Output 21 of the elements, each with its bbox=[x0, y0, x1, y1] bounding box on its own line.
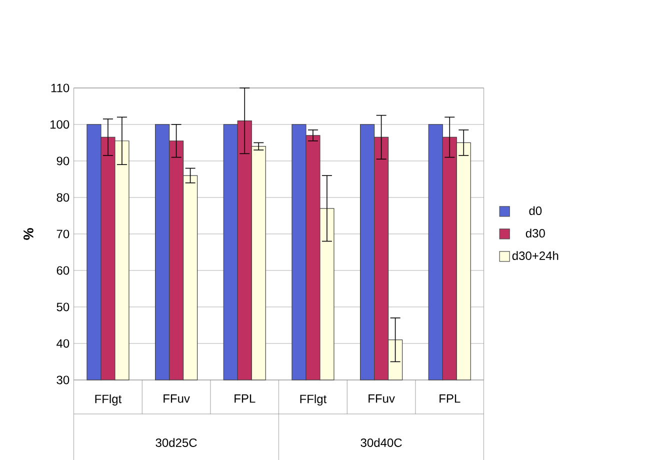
y-tick-label: 30 bbox=[56, 376, 70, 384]
y-tick-label: 70 bbox=[56, 230, 70, 238]
x-tick-label: FPL bbox=[440, 394, 460, 403]
legend-label: d30 bbox=[526, 228, 545, 238]
y-tick-label: 40 bbox=[56, 339, 70, 348]
text: 30d40C bbox=[360, 438, 402, 447]
y-tick-label: 100 bbox=[50, 120, 70, 129]
x-tick-label: FFuv bbox=[164, 394, 190, 403]
legend-label: d0 bbox=[529, 206, 542, 215]
y-tick-label: 60 bbox=[56, 266, 70, 275]
y-tick-label: 90 bbox=[56, 156, 70, 166]
y-tick-label: 80 bbox=[56, 193, 70, 202]
x-tick-label: FFlgt bbox=[95, 394, 122, 406]
x-tick-label: FFuv bbox=[368, 394, 395, 403]
y-tick-label: 50 bbox=[56, 302, 70, 312]
x-tick-label: FFlgt bbox=[300, 394, 327, 406]
y-axis-title: % bbox=[24, 228, 34, 240]
text: 30d25C bbox=[156, 438, 197, 447]
legend-label: d30+24h bbox=[512, 251, 558, 260]
x-tick-label: FPL bbox=[234, 394, 256, 403]
y-tick-label: 110 bbox=[51, 84, 70, 92]
